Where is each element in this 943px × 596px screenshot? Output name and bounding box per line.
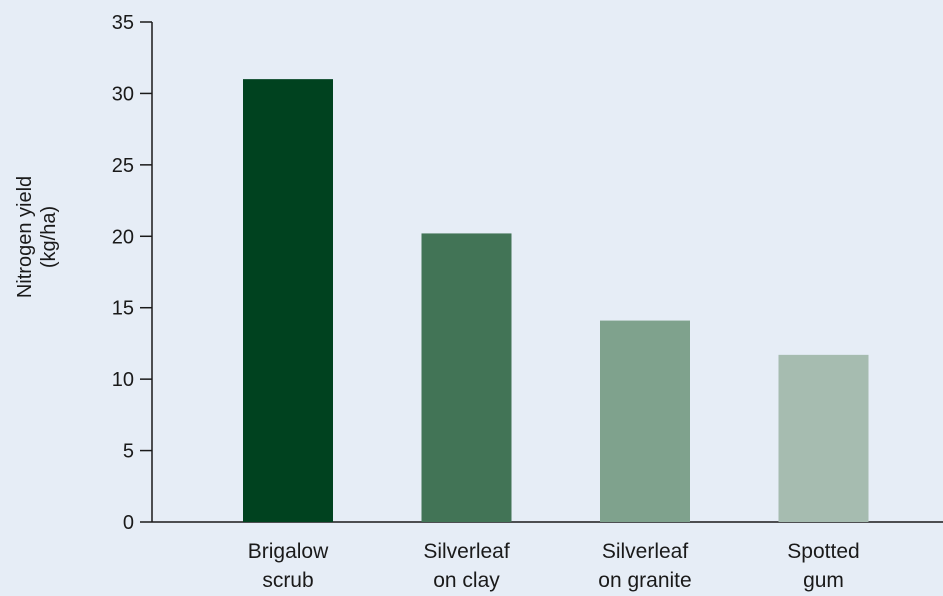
bar bbox=[778, 354, 869, 522]
y-tick-label: 25 bbox=[112, 155, 134, 177]
x-category-label: Spotted bbox=[787, 540, 859, 563]
bars bbox=[243, 79, 869, 523]
x-category-label: Silverleaf bbox=[602, 540, 689, 563]
x-category-label: Brigalow bbox=[248, 540, 329, 563]
bar bbox=[243, 79, 333, 523]
y-axis-title: Nitrogen yield (kg/ha) bbox=[14, 176, 60, 298]
x-category-label: scrub bbox=[262, 569, 313, 592]
y-tick-label: 30 bbox=[112, 83, 134, 105]
x-category-label: Silverleaf bbox=[423, 540, 510, 563]
x-category-label: gum bbox=[803, 569, 844, 592]
bar bbox=[421, 233, 512, 522]
x-category-label: on granite bbox=[598, 569, 691, 592]
y-tick-label: 5 bbox=[123, 441, 134, 463]
y-axis-title-line-2: (kg/ha) bbox=[38, 206, 60, 268]
y-tick-label: 20 bbox=[112, 226, 134, 248]
y-axis-ticks: 0 5 10 15 20 25 30 35 bbox=[112, 12, 152, 534]
y-tick-label: 35 bbox=[112, 12, 134, 34]
y-axis-title-line-1: Nitrogen yield bbox=[14, 176, 36, 298]
x-axis-labels: Brigalow scrub Silverleaf on clay Silverleaf… bbox=[248, 540, 860, 592]
y-tick-label: 10 bbox=[112, 369, 134, 391]
y-tick-label: 0 bbox=[123, 512, 134, 534]
y-tick-label: 15 bbox=[112, 298, 134, 320]
bar bbox=[600, 320, 690, 522]
x-category-label: on clay bbox=[433, 569, 500, 592]
